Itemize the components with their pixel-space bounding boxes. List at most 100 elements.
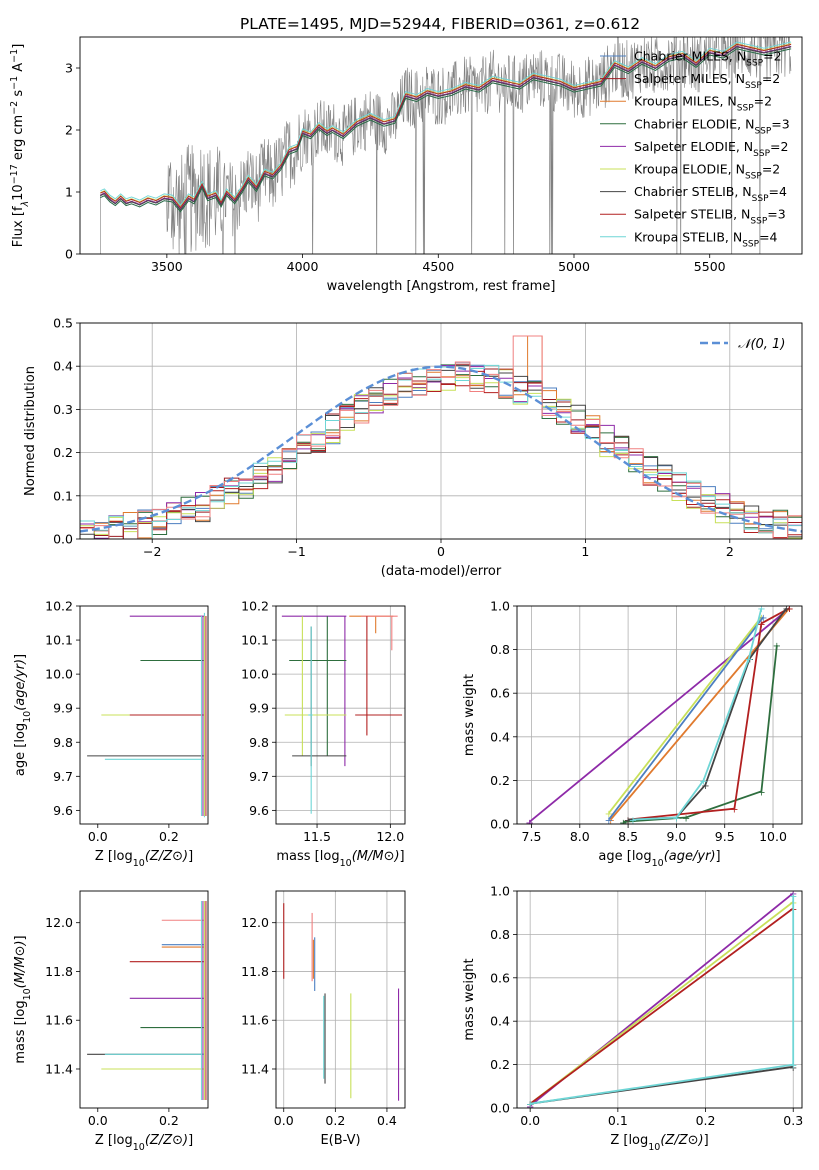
label-part: Z [: [95, 849, 113, 864]
label-part: mass [: [13, 1020, 28, 1063]
data-marker: +: [785, 604, 793, 615]
axes-frame: [516, 605, 803, 825]
y-tick-label: 11.4: [45, 1061, 73, 1076]
label-part: s: [11, 90, 26, 101]
plots-layer: 3500 4000 4500 5000 5500 0 1 2 3 Chabrier MILES, …: [9, 36, 803, 1153]
model-line-kroupa-stelib: [100, 41, 792, 206]
y-tick-label: 9.8: [249, 735, 269, 750]
data-marker: +: [526, 1100, 534, 1111]
axes-frame: [79, 605, 209, 825]
error-bar-salpeter-elodie: [281, 615, 347, 767]
data-marker: +: [757, 619, 765, 630]
label-part: 10: [133, 858, 145, 869]
y-tick-label: 9.8: [53, 735, 73, 750]
x-axis-label: wavelength [Angstrom, rest frame]: [327, 279, 556, 294]
y-tick-label: 10.2: [241, 599, 269, 614]
label-part: log: [113, 849, 133, 864]
label-part: SSP: [745, 172, 762, 182]
label-part: age [: [13, 743, 28, 776]
error-bar-kroupa-miles: [349, 615, 394, 634]
x-axis-label: age [log10(age/yr)]: [598, 849, 720, 869]
x-tick-label: 0.0: [88, 1113, 108, 1128]
label-part: 10: [22, 988, 33, 1000]
label-part: Salpeter ELODIE, N: [634, 139, 753, 154]
axes-frame: [79, 890, 209, 1109]
cumulative-line-kroupa-elodie: [608, 616, 763, 814]
label-part: (M/M⊙): [13, 940, 28, 988]
label-part: ]: [13, 935, 28, 940]
cumulative-line-kroupa-stelib: [632, 607, 763, 821]
label-part: ]: [188, 1133, 193, 1148]
y-axis-label: mass weight: [462, 674, 477, 756]
x-tick-label: 0.0: [274, 1113, 294, 1128]
residual_hist-axes: −2 −1 0 1 2 0.0 0.1 0.2 0.3 0.4 0.5 𝒩(0, 1) (data-mo…: [23, 316, 803, 579]
label-part: −2: [9, 101, 20, 115]
y-tick-label: 0.8: [490, 642, 510, 657]
y-axis-label: Flux [fλ10−17 erg cm−2 s−1 A−1]: [9, 44, 31, 248]
legend-entry: Salpeter STELIB, NSSP=3: [634, 207, 786, 227]
cum_age-axes: 7.5 8.0 8.5 9.0 9.5 10.00.00.20.40.60.81.0+++…: [462, 599, 803, 869]
label-part: mass weight: [462, 674, 477, 756]
spectrum-data-line: [80, 37, 792, 254]
data-marker: +: [672, 813, 680, 824]
label-part: Chabrier MILES, N: [634, 49, 746, 64]
model-line-chabrier-elodie: [100, 48, 792, 213]
normal-distribution-curve: [80, 365, 802, 533]
y-tick-label: 10.1: [45, 633, 73, 648]
y-tick-label: 0.0: [490, 817, 510, 832]
axes-frame: [79, 36, 803, 255]
label-part: (Z/Z⊙): [660, 1133, 703, 1148]
error-bar-chabrier-elodie: [289, 616, 347, 756]
y-tick-label: 0: [65, 247, 73, 262]
y-tick-label: 10.1: [241, 633, 269, 648]
y-tick-label: 0.3: [53, 402, 73, 417]
x-tick-label: 5000: [558, 259, 590, 274]
data-marker: +: [526, 1100, 534, 1111]
data-marker: +: [682, 813, 690, 824]
y-tick-label: 10.0: [45, 667, 73, 682]
data-marker: +: [757, 787, 765, 798]
label-part: SSP: [745, 81, 762, 91]
x-axis-label: mass [log10(M/M⊙)]: [276, 849, 404, 869]
y-tick-label: 9.7: [249, 769, 269, 784]
label-part: =4: [769, 184, 787, 199]
label-part: =2: [762, 71, 780, 86]
label-part: Salpeter MILES, N: [634, 71, 745, 86]
x-tick-label: 9.5: [715, 829, 735, 844]
y-tick-label: 12.0: [241, 915, 269, 930]
y-tick-label: 9.6: [53, 803, 73, 818]
label-part: =2: [762, 162, 780, 177]
y-tick-label: 0.8: [490, 927, 510, 942]
cum_Z-axes: 0.0 0.1 0.2 0.30.00.20.40.60.81.0++++++++++…: [462, 884, 803, 1153]
y-tick-label: 9.9: [53, 701, 73, 716]
label-part: =3: [767, 207, 785, 222]
data-marker: +: [525, 818, 533, 829]
x-tick-label: 10.0: [759, 829, 787, 844]
legend-entry: Chabrier ELODIE, NSSP=3: [634, 116, 790, 136]
label-part: ]: [188, 849, 193, 864]
label-part: Chabrier ELODIE, N: [634, 116, 754, 131]
data-marker: +: [757, 604, 765, 615]
data-marker: +: [782, 604, 790, 615]
label-part: wavelength [Angstrom, rest frame]: [327, 279, 556, 294]
data-marker: +: [730, 805, 738, 816]
y-tick-label: 11.8: [241, 964, 269, 979]
x-axis-label: Z [log10(Z/Z⊙)]: [95, 1133, 193, 1153]
data-marker: +: [785, 604, 793, 615]
data-marker: +: [605, 809, 613, 820]
y-tick-label: 0.4: [53, 359, 73, 374]
x-tick-label: 8.0: [570, 829, 590, 844]
y-tick-label: 0.6: [490, 970, 510, 985]
x-tick-label: 0.2: [159, 1113, 179, 1128]
legend-entry: Chabrier MILES, NSSP=2: [634, 49, 782, 69]
x-tick-label: 4500: [422, 259, 454, 274]
label-part: mass weight: [462, 958, 477, 1040]
label-part: (M/M⊙): [352, 849, 400, 864]
label-part: ]: [11, 44, 26, 49]
label-part: log: [13, 723, 28, 743]
y-tick-label: 1.0: [490, 884, 510, 899]
data-marker: +: [605, 816, 613, 827]
y-tick-label: 2: [65, 123, 73, 138]
histogram-salpeter-stelib: [80, 368, 802, 539]
